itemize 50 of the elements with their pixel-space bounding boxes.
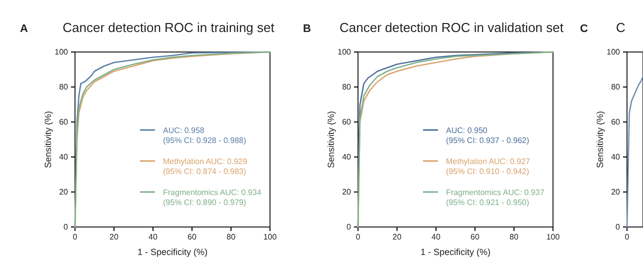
chart-title: C [616, 20, 626, 35]
y-tick-label: 20 [59, 188, 69, 197]
x-axis-title: 1 - Specificity (%) [137, 247, 208, 257]
legend-label: Fragmentomics AUC: 0.934 (95% CI: 0.890 - 0.979) [163, 188, 262, 207]
y-tick-label: 100 [338, 48, 352, 57]
y-tick-label: 80 [611, 82, 621, 92]
x-tick-label: 40 [432, 232, 441, 242]
x-tick-label: 40 [148, 232, 158, 242]
x-tick-label: 0 [624, 232, 630, 242]
x-tick-label: 60 [470, 232, 480, 242]
x-axis-title: 1 - Specificity (%) [420, 247, 491, 257]
y-tick-label: 0 [616, 222, 621, 232]
x-tick-label: 0 [72, 232, 78, 242]
x-tick-label: 100 [546, 232, 560, 242]
x-tick-label: 60 [188, 232, 197, 242]
y-axis-title: Sensitivity (%) [43, 110, 53, 168]
y-tick-label: 60 [342, 118, 352, 127]
line-series [74, 51, 271, 228]
chart-title: Cancer detection ROC in validation set [339, 20, 564, 35]
legend-label: AUC: 0.950 (95% CI: 0.937 - 0.962) [446, 126, 530, 145]
y-tick-label: 60 [611, 118, 621, 127]
y-tick-label: 100 [54, 48, 69, 57]
x-tick-label: 20 [110, 232, 119, 242]
y-tick-label: 0 [64, 222, 69, 232]
legend-label: Methylation AUC: 0.927 (95% CI: 0.910 - 0.942) [446, 157, 531, 176]
text: C [580, 23, 588, 35]
y-tick-label: 60 [59, 118, 69, 127]
y-axis-title: Sensitivity (%) [326, 110, 336, 168]
y-tick-label: 0 [346, 222, 352, 232]
y-tick-label: 100 [606, 48, 621, 57]
x-tick-label: 0 [356, 232, 361, 242]
y-tick-label: 40 [59, 152, 69, 162]
y-tick-label: 20 [342, 188, 352, 197]
y-tick-label: 40 [611, 152, 621, 162]
y-tick-label: 20 [611, 188, 621, 197]
x-tick-label: 100 [263, 232, 278, 242]
y-tick-label: 40 [342, 152, 352, 162]
line-series [626, 76, 643, 228]
y-axis-title: Sensitivity (%) [595, 110, 605, 168]
x-tick-label: 20 [392, 232, 402, 242]
chart-title: Cancer detection ROC in training set [62, 20, 275, 35]
x-tick-label: 80 [226, 232, 236, 242]
legend-label: Methylation AUC: 0.929 (95% CI: 0.874 - 0.983) [163, 157, 248, 176]
y-tick-label: 80 [342, 82, 352, 92]
x-tick-label: 80 [510, 232, 519, 242]
y-tick-label: 80 [59, 82, 69, 92]
text: A [20, 23, 28, 35]
legend-label: AUC: 0.958 (95% CI: 0.928 - 0.988) [163, 126, 246, 145]
text: B [303, 23, 311, 35]
legend-label: Fragmentomics AUC: 0.937 (95% CI: 0.921 - 0.950) [446, 188, 545, 207]
